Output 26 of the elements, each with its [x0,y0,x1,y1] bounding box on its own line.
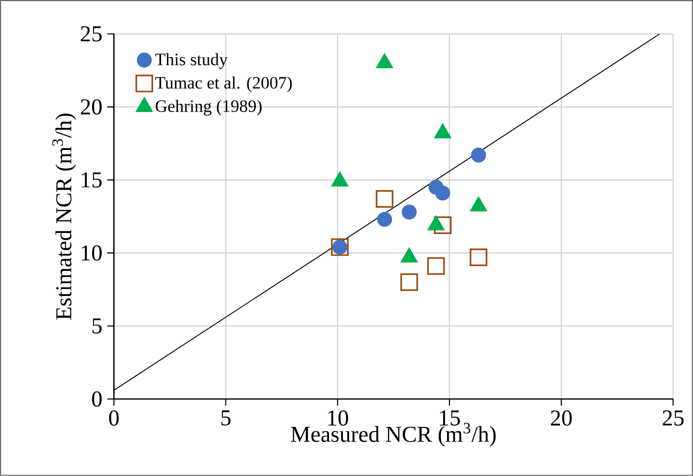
y-tick-label: 0 [92,391,102,407]
point [470,248,488,266]
point [427,257,445,275]
point [376,190,394,208]
y-axis-title: Estimated NCR (m$^{3}$/h) [52,114,76,320]
y-tick-label: 15 [82,172,102,188]
x-tick-label: 20 [550,410,572,426]
y-tick-label: 25 [80,26,102,42]
legend-label: Tumac et al. (2007) [155,76,292,92]
point [402,204,417,220]
legend-label: This study [155,53,228,69]
x-tick-label: 0 [109,410,119,426]
point [471,148,486,163]
point [434,124,452,138]
y-tick-label: 20 [80,99,102,115]
point [377,212,392,227]
point [435,186,450,201]
y-tick-label: 5 [92,318,102,334]
x-tick-label: 25 [662,410,684,426]
point [400,273,418,292]
point [376,54,393,68]
y-tick-label: 10 [82,245,102,261]
x-tick-label: 15 [440,410,460,426]
point [434,216,452,234]
x-tick-label: 5 [221,410,231,426]
legend-label: Gehring (1989) [156,100,262,116]
